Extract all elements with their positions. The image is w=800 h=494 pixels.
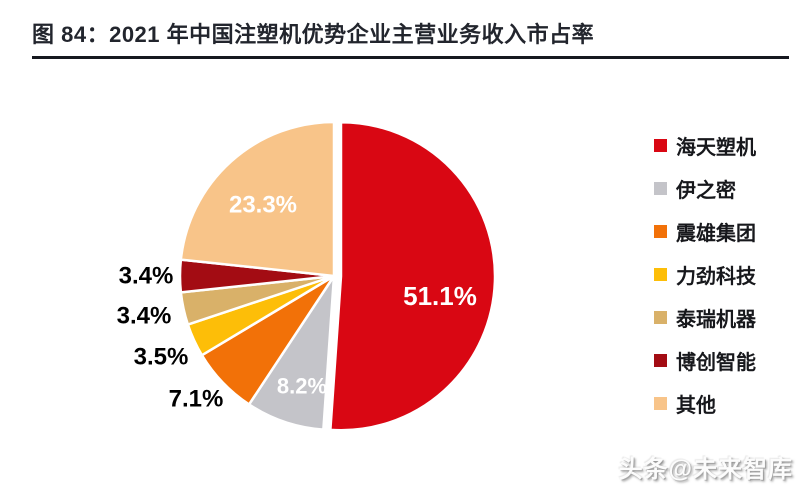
legend-swatch-chenhsong [654,224,667,238]
pie-slice-haitian [329,120,497,432]
legend-swatch-yizumi [654,181,667,195]
legend-item-borch: 博创智能 [654,348,756,374]
legend-label-yizumi: 伊之密 [676,179,736,202]
legend: 海天塑机伊之密震雄集团力劲科技泰瑞机器博创智能其他 [654,133,756,434]
legend-label-tederic: 泰瑞机器 [676,308,756,331]
legend-item-haitian: 海天塑机 [654,133,756,159]
pie-slice-others [179,120,336,278]
figure-title-bar: 图 84：2021 年中国注塑机优势企业主营业务收入市占率 [32,17,789,59]
pie-label-others: 23.3% [229,192,297,219]
legend-swatch-others [654,396,667,410]
legend-item-yizumi: 伊之密 [654,176,756,202]
pie-label-tederic: 3.4% [117,303,172,330]
legend-label-others: 其他 [676,394,716,417]
legend-item-chenhsong: 震雄集团 [654,219,756,245]
legend-item-others: 其他 [654,391,756,417]
legend-swatch-haitian [654,138,667,152]
pie-label-chenhsong: 7.1% [169,386,224,413]
legend-label-haitian: 海天塑机 [676,136,756,159]
legend-label-lk-tech: 力劲科技 [676,265,756,288]
legend-swatch-tederic [654,310,667,324]
legend-label-chenhsong: 震雄集团 [676,222,756,245]
pie-label-haitian: 51.1% [403,281,477,311]
pie-label-yizumi: 8.2% [277,374,327,399]
legend-swatch-lk-tech [654,267,667,281]
watermark: 头条@未来智库 [618,456,793,483]
legend-swatch-borch [654,353,667,367]
legend-item-lk-tech: 力劲科技 [654,262,756,288]
pie-label-lk-tech: 3.5% [134,344,189,371]
legend-label-borch: 博创智能 [676,351,756,374]
figure-title: 图 84：2021 年中国注塑机优势企业主营业务收入市占率 [32,22,595,47]
legend-item-tederic: 泰瑞机器 [654,305,756,331]
pie-label-borch: 3.4% [119,263,174,290]
